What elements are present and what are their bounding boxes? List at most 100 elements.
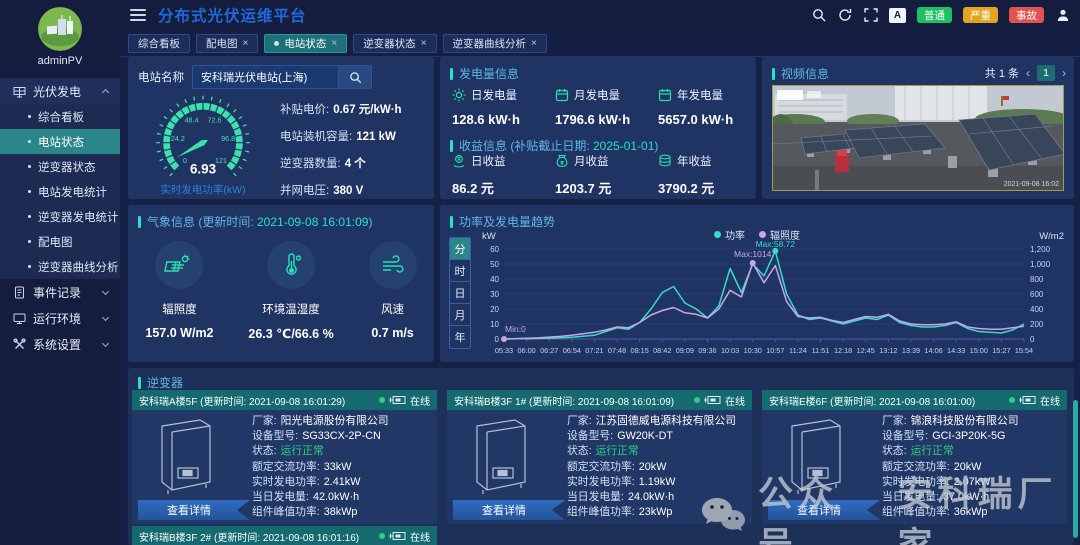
- alarm-badge-normal[interactable]: 普通: [917, 7, 952, 23]
- tab-station-status[interactable]: 电站状态 ×: [264, 33, 348, 53]
- station-name-label: 电站名称: [138, 72, 184, 84]
- period-tab-year[interactable]: 年: [454, 332, 466, 344]
- station-search-button[interactable]: [338, 65, 372, 89]
- online-status-dot: [379, 397, 385, 403]
- svg-text:800: 800: [1030, 275, 1044, 284]
- svg-text:13:39: 13:39: [902, 346, 920, 355]
- page-number-button[interactable]: 1: [1037, 65, 1055, 81]
- row-value: 2.07kW: [953, 475, 991, 488]
- sidebar-item-dashboard[interactable]: 综合看板: [0, 104, 120, 129]
- chevron-down-icon: [101, 313, 110, 321]
- svg-text:14:06: 14:06: [924, 346, 942, 355]
- user-avatar[interactable]: [38, 7, 82, 51]
- generation-panel: 发电量信息 日发电量 128.6 kW·h 月发电量 1796.6 kW·h 年发电…: [440, 57, 756, 199]
- row-label: 当日发电量:: [567, 491, 624, 504]
- svg-text:06:54: 06:54: [563, 346, 581, 355]
- monitor-icon: [13, 312, 26, 325]
- next-page-icon[interactable]: ›: [1062, 66, 1066, 80]
- inverter-detail-row: 设备型号: GCI-3P20K-5G: [882, 429, 1019, 444]
- row-label: 当日发电量:: [882, 491, 939, 504]
- row-label: 状态:: [252, 445, 277, 458]
- view-detail-button[interactable]: 查看详情: [768, 500, 880, 520]
- inverter-detail-row: 设备型号: GW20K-DT: [567, 429, 736, 444]
- view-detail-button[interactable]: 查看详情: [453, 500, 565, 520]
- legend-power[interactable]: 功率: [714, 227, 745, 242]
- sidebar-group-events[interactable]: 事件记录: [0, 279, 120, 305]
- station-name-input[interactable]: [192, 65, 338, 89]
- tab-distribution-map[interactable]: 配电图 ×: [196, 33, 259, 53]
- tab-overview[interactable]: 综合看板: [128, 33, 190, 53]
- alarm-badge-accident[interactable]: 事故: [1009, 7, 1044, 23]
- font-size-icon[interactable]: A: [889, 7, 906, 23]
- legend-irradiance[interactable]: 辐照度: [759, 227, 800, 242]
- sidebar-group-environment[interactable]: 运行环境: [0, 305, 120, 331]
- chevron-up-icon: [101, 88, 110, 97]
- inverter-detail-row: 厂家: 锦浪科技股份有限公司: [882, 414, 1019, 429]
- inverter-detail-row: 额定交流功率: 20kW: [567, 460, 736, 475]
- row-label: 额定交流功率:: [882, 460, 950, 473]
- view-detail-button[interactable]: 查看详情: [138, 500, 250, 520]
- svg-text:08:15: 08:15: [631, 346, 649, 355]
- row-label: 组件峰值功率:: [252, 506, 320, 519]
- sidebar-item-station-status[interactable]: 电站状态: [0, 129, 120, 154]
- sidebar-group-pv[interactable]: 光伏发电: [0, 78, 120, 104]
- row-value: 24.0kW·h: [627, 491, 675, 504]
- svg-text:Max:58.72: Max:58.72: [755, 239, 795, 249]
- row-label: 额定交流功率:: [567, 460, 635, 473]
- svg-text:14:33: 14:33: [947, 346, 965, 355]
- fullscreen-icon[interactable]: [863, 8, 878, 23]
- pv-panel-icon: [13, 85, 26, 98]
- svg-text:07:21: 07:21: [585, 346, 603, 355]
- inverter-card-partial: 安科瑞B楼3F 2# (更新时间: 2021-09-08 16:01:16) 在…: [132, 526, 437, 545]
- chart-legend: 功率 辐照度: [440, 227, 1074, 242]
- svg-text:13:12: 13:12: [879, 346, 897, 355]
- svg-text:08:42: 08:42: [653, 346, 671, 355]
- sidebar-item-inverter-curve[interactable]: 逆变器曲线分析: [0, 254, 120, 279]
- svg-text:06:27: 06:27: [540, 346, 558, 355]
- period-tab-hour[interactable]: 时: [450, 260, 470, 282]
- tab-inverter-curve[interactable]: 逆变器曲线分析 ×: [442, 33, 547, 53]
- income-stats: 日收益 86.2 元 月收益 1203.7 元 年收益 3790.2 元: [452, 154, 715, 196]
- username: adminPV: [37, 55, 83, 67]
- inverter-detail-row: 当日发电量: 37.0kW·h: [882, 490, 1019, 505]
- close-icon[interactable]: ×: [531, 37, 537, 49]
- pv-submenu: 综合看板 电站状态 逆变器状态 电站发电统计 逆变器发电统计 配电图 逆变器曲线…: [0, 104, 120, 279]
- sidebar-item-station-stats[interactable]: 电站发电统计: [0, 179, 120, 204]
- user-icon[interactable]: [1055, 8, 1070, 23]
- vertical-scrollbar[interactable]: [1073, 400, 1078, 538]
- svg-text:24.2: 24.2: [171, 135, 185, 143]
- svg-text:15:00: 15:00: [970, 346, 988, 355]
- group-label: 系统设置: [33, 337, 82, 352]
- row-label: 组件峰值功率:: [882, 506, 950, 519]
- period-tab-minute[interactable]: 分: [450, 238, 470, 260]
- close-icon[interactable]: ×: [420, 37, 427, 49]
- svg-text:400: 400: [1030, 305, 1044, 314]
- sidebar-item-distribution-map[interactable]: 配电图: [0, 229, 120, 254]
- row-value: 38kWp: [323, 506, 358, 519]
- svg-text:09:09: 09:09: [676, 346, 694, 355]
- period-tab-month[interactable]: 月: [450, 304, 470, 326]
- row-value: 锦浪科技股份有限公司: [910, 415, 1019, 427]
- inverter-device-image: [476, 419, 526, 494]
- close-icon[interactable]: ×: [331, 37, 338, 49]
- sidebar-item-inverter-status[interactable]: 逆变器状态: [0, 154, 120, 179]
- tab-inverter-status[interactable]: 逆变器状态 ×: [353, 33, 437, 53]
- video-panel: 视频信息 共 1 条 ‹ 1 ›: [762, 57, 1074, 199]
- close-icon[interactable]: ×: [242, 37, 249, 49]
- menu-toggle-icon[interactable]: [130, 6, 146, 24]
- period-tab-day[interactable]: 日: [450, 282, 470, 304]
- svg-text:05:33: 05:33: [495, 346, 513, 355]
- search-icon[interactable]: [811, 8, 826, 23]
- sidebar-group-settings[interactable]: 系统设置: [0, 331, 120, 357]
- alarm-badge-severe[interactable]: 严重: [963, 7, 998, 23]
- row-label: 状态:: [882, 445, 907, 458]
- row-value: 阳光电源股份有限公司: [280, 415, 389, 427]
- prev-page-icon[interactable]: ‹: [1026, 66, 1030, 80]
- sidebar-item-inverter-stats[interactable]: 逆变器发电统计: [0, 204, 120, 229]
- refresh-icon[interactable]: [837, 8, 852, 23]
- row-value: 20kW: [638, 460, 667, 473]
- svg-text:12:18: 12:18: [834, 346, 852, 355]
- money-bag-icon: [555, 154, 569, 168]
- inverter-detail-row: 组件峰值功率: 36kWp: [882, 505, 1019, 520]
